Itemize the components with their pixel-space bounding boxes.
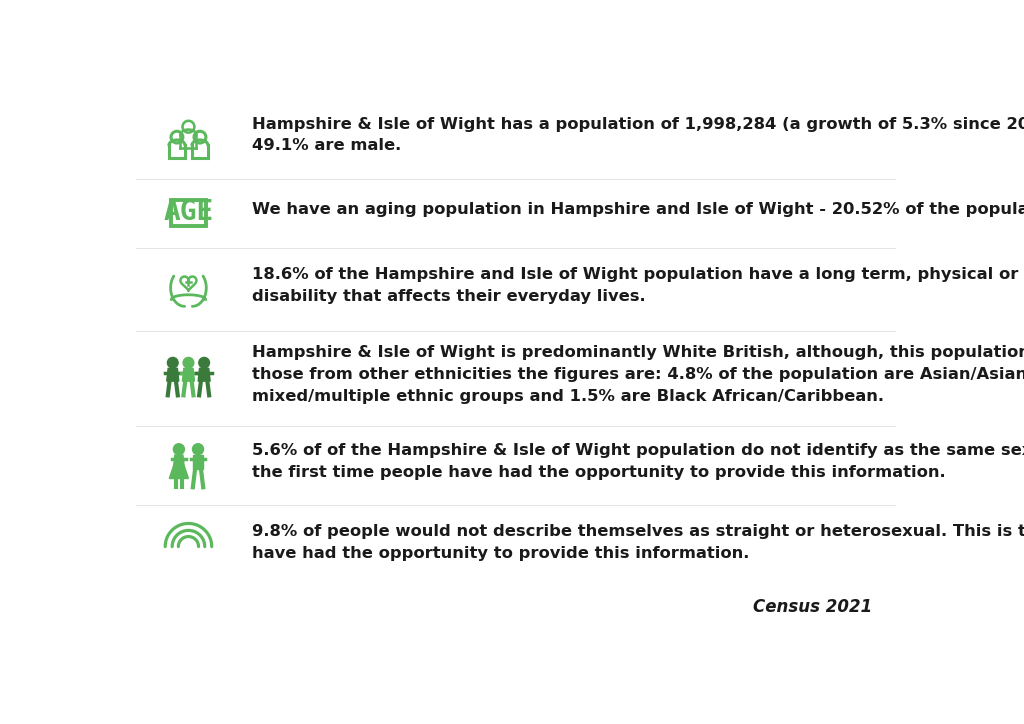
Text: AGE: AGE <box>163 198 214 227</box>
Polygon shape <box>174 455 184 466</box>
Circle shape <box>193 444 204 455</box>
Text: 9.8% of people would not describe themselves as straight or heterosexual. This i: 9.8% of people would not describe themse… <box>252 524 1024 561</box>
Circle shape <box>183 358 194 368</box>
Circle shape <box>173 444 184 455</box>
Polygon shape <box>198 369 210 381</box>
Polygon shape <box>194 455 203 469</box>
Polygon shape <box>169 466 188 479</box>
Text: 18.6% of the Hampshire and Isle of Wight population have a long term, physical o: 18.6% of the Hampshire and Isle of Wight… <box>252 267 1024 304</box>
Text: Hampshire & Isle of Wight is predominantly White British, although, this populat: Hampshire & Isle of Wight is predominant… <box>252 345 1024 403</box>
Text: Hampshire & Isle of Wight has a population of 1,998,284 (a growth of 5.3% since : Hampshire & Isle of Wight has a populati… <box>252 117 1024 153</box>
Text: We have an aging population in Hampshire and Isle of Wight - 20.52% of the popul: We have an aging population in Hampshire… <box>252 202 1024 216</box>
Circle shape <box>199 358 210 368</box>
Text: 5.6% of of the Hampshire & Isle of Wight population do not identify as the same : 5.6% of of the Hampshire & Isle of Wight… <box>252 443 1024 480</box>
Polygon shape <box>182 369 195 381</box>
Circle shape <box>167 358 178 368</box>
Polygon shape <box>167 369 179 381</box>
Text: Census 2021: Census 2021 <box>753 598 872 616</box>
